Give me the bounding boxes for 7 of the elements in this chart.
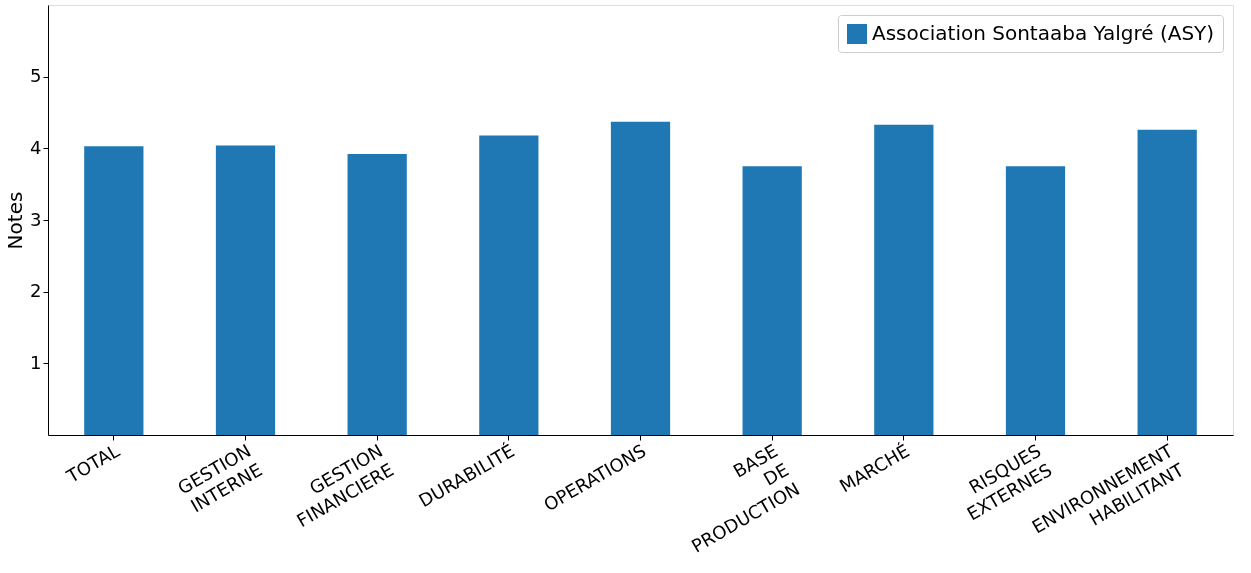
y-tick-label: 3 bbox=[30, 208, 42, 230]
y-tick-label: 1 bbox=[30, 351, 42, 373]
legend-label: Association Sontaaba Yalgré (ASY) bbox=[872, 21, 1215, 45]
y-tick-label: 5 bbox=[30, 65, 42, 87]
y-axis-title: Notes bbox=[3, 191, 28, 250]
y-tick-label: 4 bbox=[30, 136, 42, 158]
y-tick-label: 2 bbox=[30, 280, 42, 302]
